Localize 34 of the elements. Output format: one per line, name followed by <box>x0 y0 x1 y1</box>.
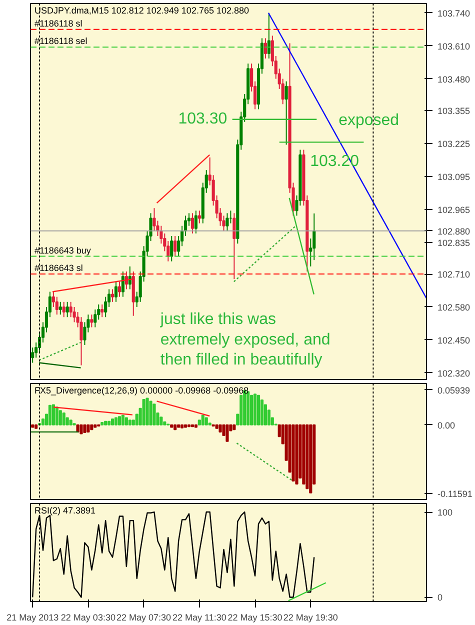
y-tick-label: 102.580 <box>438 302 470 312</box>
annotation: just like this was extremely exposed, and then filled in beautifully <box>159 310 330 369</box>
y-tick-label: 103.740 <box>438 8 470 18</box>
chart-title: USDJPY.dma,M15 102.812 102.949 102.765 102.880 <box>34 6 249 16</box>
y-tick-label: 0.05939 <box>438 385 470 396</box>
y-tick-label: 102.450 <box>438 335 470 346</box>
ref-line-label: #1186118 sel <box>34 36 88 46</box>
y-tick-label: 103.095 <box>438 172 470 182</box>
x-tick-label: 21 May 2013 <box>6 612 59 622</box>
chart-title: RSI(2) 47.3891 <box>34 506 96 516</box>
y-tick-label: 102.880 <box>438 226 470 236</box>
chart-title: FX5_Divergence(12,26,9) 0.00000 -0.09968 -0.09968 <box>34 386 249 396</box>
y-tick-label: 103.355 <box>438 106 470 116</box>
y-tick-label: 102.835 <box>438 238 470 248</box>
x-tick-label: 22 May 07:30 <box>116 612 172 622</box>
y-tick-label: 102.320 <box>438 368 470 378</box>
x-tick-label: 22 May 11:30 <box>172 612 226 622</box>
y-tick-label: 100 <box>438 508 453 518</box>
y-tick-label: 0.00 <box>438 420 456 430</box>
y-tick-label: -0.11591 <box>438 488 472 499</box>
x-tick-label: 22 May 19:30 <box>283 612 338 622</box>
y-tick-label: 0 <box>438 592 443 603</box>
y-tick-label: 103.480 <box>438 74 470 84</box>
ref-line-label: #1186643 sl <box>34 263 83 274</box>
x-tick-label: 22 May 15:30 <box>228 612 282 622</box>
annotation: exposed <box>338 112 400 129</box>
y-tick-label: 103.610 <box>438 41 470 52</box>
y-tick-label: 102.710 <box>438 270 470 280</box>
ref-line-label: #1186118 sl <box>34 18 82 28</box>
y-tick-label: 103.225 <box>438 138 470 149</box>
y-tick-label: 102.965 <box>438 204 470 215</box>
annotation: 103.30 <box>178 110 228 128</box>
x-tick-label: 22 May 03:30 <box>60 612 116 622</box>
ref-line-label: #1186643 buy <box>34 245 92 256</box>
